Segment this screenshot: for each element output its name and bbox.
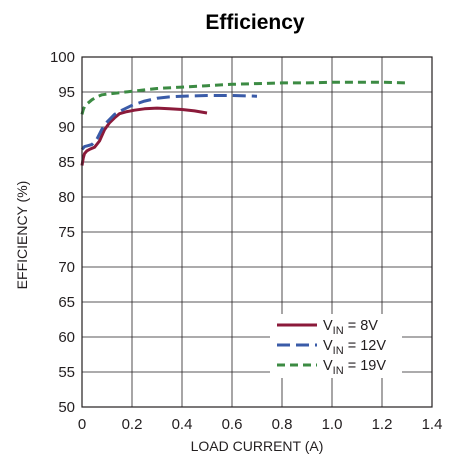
y-tick-label: 85 (58, 154, 75, 171)
legend-label-3: VIN = 19V (323, 358, 386, 377)
y-tick-label: 60 (58, 329, 75, 346)
tick-labels: 0 0.2 0.4 0.6 0.8 1.0 1.2 1.4 50 55 60 65 70 75 80 85 90… (50, 49, 442, 433)
plot-frame (81, 56, 433, 408)
legend-label-1: VIN = 8V (323, 318, 378, 337)
y-tick-label: 50 (58, 399, 75, 416)
x-tick-label: 0.4 (172, 416, 193, 433)
y-axis-label: EFFICIENCY (%) (14, 181, 30, 290)
x-axis-label: LOAD CURRENT (A) (191, 438, 324, 454)
x-tick-label: 0.2 (122, 416, 143, 433)
series-lines (80, 80, 408, 166)
x-tick-label: 0 (78, 416, 86, 433)
y-tick-label: 95 (58, 84, 75, 101)
y-tick-label: 55 (58, 364, 75, 381)
series-line-2 (80, 94, 258, 151)
legend-label-2: VIN = 12V (323, 338, 386, 357)
grid (82, 57, 432, 407)
y-tick-label: 75 (58, 224, 75, 241)
y-tick-label: 65 (58, 294, 75, 311)
chart-title: Efficiency (205, 11, 305, 34)
y-tick-label: 70 (58, 259, 75, 276)
x-tick-label: 1.2 (372, 416, 393, 433)
y-tick-label: 80 (58, 189, 75, 206)
x-tick-label: 1.4 (422, 416, 443, 433)
x-tick-label: 0.8 (272, 416, 293, 433)
series-line-1 (80, 106, 208, 166)
series-line-3 (80, 80, 408, 115)
x-tick-label: 0.6 (222, 416, 243, 433)
y-tick-label: 90 (58, 119, 75, 136)
x-tick-label: 1.0 (322, 416, 343, 433)
y-tick-label: 100 (50, 49, 75, 66)
